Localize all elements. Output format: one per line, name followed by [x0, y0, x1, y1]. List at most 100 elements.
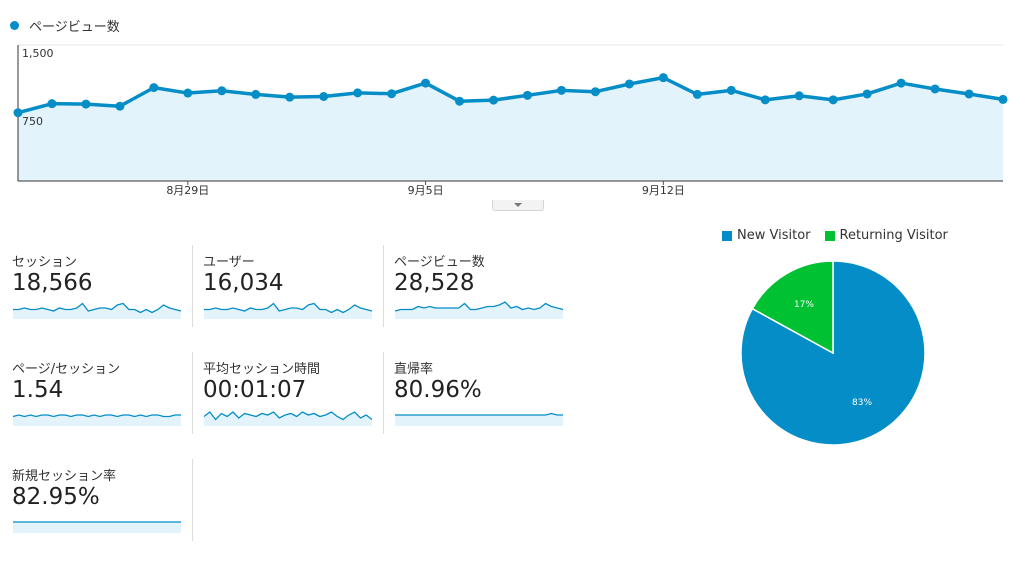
- data-point[interactable]: [658, 73, 668, 83]
- metric-card[interactable]: ページ/セッション 1.54: [12, 352, 193, 434]
- data-point[interactable]: [760, 95, 770, 105]
- metric-value: 80.96%: [394, 377, 482, 403]
- data-point[interactable]: [319, 91, 329, 101]
- data-point[interactable]: [828, 95, 838, 105]
- metric-card[interactable]: セッション 18,566: [12, 245, 193, 327]
- metric-label: ユーザー: [203, 255, 255, 270]
- pie-slice-label: 17%: [794, 300, 814, 310]
- data-point[interactable]: [387, 89, 397, 99]
- pie-legend-item-new-visitor[interactable]: New Visitor: [722, 228, 811, 243]
- sparkline-line: [12, 414, 181, 418]
- series-legend-label: ページビュー数: [29, 20, 120, 35]
- data-point[interactable]: [455, 96, 465, 106]
- data-point[interactable]: [964, 89, 974, 99]
- pageviews-line: [17, 75, 1004, 115]
- metric-divider: [383, 352, 384, 434]
- data-point[interactable]: [930, 84, 940, 94]
- data-point[interactable]: [421, 78, 431, 88]
- data-point[interactable]: [896, 78, 906, 88]
- metric-label: 直帰率: [394, 362, 434, 377]
- chart-collapse-toggle[interactable]: [492, 200, 544, 211]
- data-point[interactable]: [149, 83, 159, 93]
- data-point[interactable]: [590, 87, 600, 97]
- x-tick-label: 9月12日: [642, 184, 685, 197]
- data-point[interactable]: [522, 90, 532, 100]
- metric-sparkline: [204, 302, 373, 319]
- metric-value: 18,566: [12, 270, 93, 296]
- metric-label: ページビュー数: [394, 255, 485, 270]
- data-point[interactable]: [81, 99, 91, 109]
- sparkline-area: [395, 413, 563, 426]
- data-point[interactable]: [13, 108, 23, 118]
- metric-card[interactable]: 直帰率 80.96%: [394, 352, 566, 434]
- data-point[interactable]: [353, 88, 363, 98]
- data-point[interactable]: [489, 95, 499, 105]
- sparkline-line: [204, 302, 373, 314]
- metric-card[interactable]: ユーザー 16,034: [203, 245, 384, 327]
- metric-value: 00:01:07: [203, 377, 307, 403]
- x-tick-label: 8月29日: [166, 184, 209, 197]
- sparkline-area: [395, 302, 563, 319]
- metric-label: 新規セッション率: [12, 469, 117, 484]
- pie-legend-label: New Visitor: [737, 228, 811, 243]
- metric-label: 平均セッション時間: [203, 362, 321, 377]
- metric-value: 1.54: [12, 377, 64, 403]
- series-legend-dot-icon: [10, 21, 19, 30]
- pie-slice[interactable]: [751, 260, 834, 355]
- metric-label: ページ/セッション: [12, 362, 121, 377]
- metric-divider: [383, 245, 384, 327]
- pie-legend-label: Returning Visitor: [839, 228, 948, 243]
- sparkline-line: [13, 302, 182, 314]
- data-point[interactable]: [251, 89, 261, 99]
- sparkline-line: [394, 301, 564, 312]
- y-tick-label: 750: [22, 115, 43, 128]
- metric-divider: [192, 352, 193, 434]
- sparkline-area: [204, 412, 372, 426]
- sparkline-area: [13, 415, 181, 426]
- metric-card[interactable]: 新規セッション率 82.95%: [12, 459, 193, 541]
- data-point[interactable]: [556, 85, 566, 95]
- metric-sparkline: [394, 301, 564, 319]
- data-point[interactable]: [183, 88, 193, 98]
- sparkline-area: [204, 303, 372, 319]
- series-legend[interactable]: ページビュー数: [10, 16, 120, 35]
- data-point[interactable]: [115, 101, 125, 111]
- metric-sparkline: [203, 411, 373, 426]
- data-point[interactable]: [285, 92, 295, 102]
- pageviews-line-chart[interactable]: 1,500 750 8月29日 9月5日 9月12日: [0, 0, 1027, 200]
- data-point[interactable]: [217, 86, 227, 96]
- metric-value: 16,034: [203, 270, 284, 296]
- pageviews-area: [18, 77, 1003, 181]
- metric-sparkline: [13, 521, 181, 533]
- sparkline-area: [13, 522, 181, 533]
- y-tick-label: 1,500: [22, 47, 54, 60]
- sparkline-line: [203, 411, 373, 421]
- data-point[interactable]: [624, 79, 634, 89]
- visitor-pie-chart[interactable]: 83% 17%: [730, 252, 940, 462]
- metric-divider: [192, 459, 193, 541]
- data-point[interactable]: [47, 99, 57, 109]
- data-point[interactable]: [862, 89, 872, 99]
- metric-card[interactable]: ページビュー数 28,528: [394, 245, 566, 327]
- sparkline-area: [13, 303, 181, 319]
- metric-sparkline: [12, 414, 181, 426]
- pie-slice-label: 83%: [852, 398, 872, 408]
- metric-sparkline: [395, 412, 563, 426]
- data-point[interactable]: [726, 85, 736, 95]
- metric-value: 28,528: [394, 270, 475, 296]
- metric-value: 82.95%: [12, 484, 100, 510]
- data-point[interactable]: [692, 89, 702, 99]
- pie-legend-swatch-icon: [722, 230, 732, 241]
- metric-sparkline: [13, 302, 182, 319]
- pie-legend-swatch-icon: [824, 230, 835, 241]
- metric-card[interactable]: 平均セッション時間 00:01:07: [203, 352, 384, 434]
- pie-legend-item-returning-visitor[interactable]: Returning Visitor: [824, 228, 948, 243]
- metric-divider: [192, 245, 193, 327]
- x-tick-label: 9月5日: [408, 184, 444, 197]
- data-point[interactable]: [794, 91, 804, 101]
- chevron-down-icon: [514, 203, 522, 207]
- data-point[interactable]: [998, 94, 1008, 104]
- pie-legend: New Visitor Returning Visitor: [722, 228, 962, 243]
- sparkline-line: [395, 412, 563, 416]
- metric-label: セッション: [12, 255, 78, 270]
